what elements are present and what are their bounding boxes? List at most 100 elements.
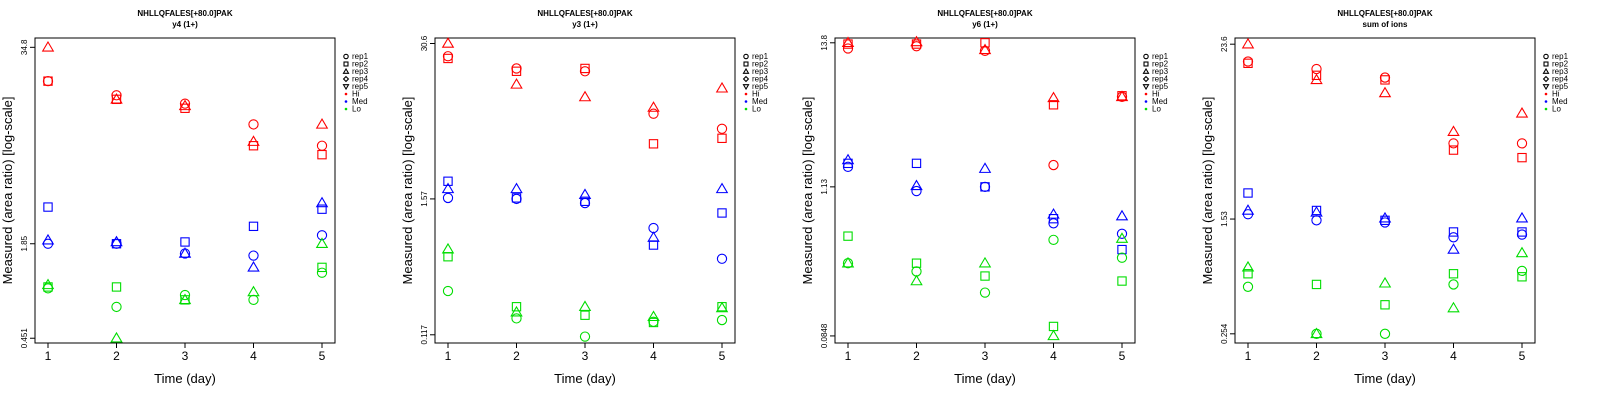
data-point-hi-rep3 <box>978 43 992 55</box>
data-point-med-rep2 <box>717 208 727 218</box>
data-point-hi-rep1 <box>716 123 728 134</box>
data-point-lo-rep2 <box>648 317 659 328</box>
data-point-med-rep2 <box>43 202 53 212</box>
data-point-hi-rep3 <box>1515 106 1529 118</box>
legend-label: rep5 <box>752 82 769 91</box>
data-point-hi-rep2 <box>648 139 659 149</box>
data-point-lo-rep1 <box>579 331 591 342</box>
chart-subtitle: sum of ions <box>1363 20 1408 29</box>
x-tick-label: 1 <box>845 349 852 363</box>
data-point-hi-rep3 <box>178 99 192 111</box>
data-point-lo-rep3 <box>978 256 992 268</box>
legend-label: rep3 <box>752 67 769 76</box>
legend-symbol-rep1 <box>343 53 349 60</box>
data-point-hi-rep3 <box>715 81 729 93</box>
data-point-med-rep2 <box>980 182 990 192</box>
data-point-lo-rep2 <box>1517 272 1527 282</box>
data-point-hi-rep1 <box>1516 138 1528 149</box>
data-point-med-rep2 <box>1517 227 1527 237</box>
data-point-lo-rep3 <box>1115 232 1129 243</box>
y-tick-label: 0.451 <box>20 328 29 349</box>
x-axis-label: Time (day) <box>954 371 1016 386</box>
data-point-med-rep1 <box>1116 228 1128 239</box>
data-point-med-rep2 <box>1117 244 1127 255</box>
data-point-lo-rep2 <box>580 310 590 320</box>
data-point-hi-rep1 <box>248 119 259 130</box>
chart-title: NHLLQFALES[+80.0]PAK <box>537 9 632 18</box>
data-point-lo-rep1 <box>248 294 259 306</box>
data-point-hi-rep1 <box>648 108 659 119</box>
legend-label: rep2 <box>752 60 769 69</box>
legend-symbol-rep2 <box>1543 61 1549 67</box>
data-point-hi-rep1 <box>42 75 54 87</box>
legend-label: rep3 <box>1152 67 1169 76</box>
data-point-med-rep3 <box>715 182 729 194</box>
data-point-lo-rep1 <box>716 314 728 326</box>
data-point-lo-rep1 <box>111 301 122 313</box>
legend-symbol-rep1 <box>1543 53 1549 60</box>
plot-frame <box>34 37 336 344</box>
legend-symbol-rep3 <box>742 67 750 74</box>
data-point-hi-rep2 <box>717 133 727 143</box>
data-point-lo-rep2 <box>1117 276 1127 286</box>
data-point-med-rep3 <box>441 182 455 194</box>
data-point-lo-rep2 <box>317 262 327 273</box>
data-point-hi-rep3 <box>41 40 55 52</box>
data-point-med-rep1 <box>442 192 454 204</box>
data-point-med-rep3 <box>841 153 855 165</box>
data-point-hi-rep1 <box>442 51 454 62</box>
data-point-hi-rep3 <box>315 118 329 129</box>
legend-label: Lo <box>752 105 761 114</box>
legend-label: Lo <box>352 105 361 114</box>
x-axis-label: Time (day) <box>1354 371 1416 386</box>
data-point-med-rep3 <box>1310 205 1323 217</box>
legend-symbol-rep5 <box>1542 84 1550 91</box>
data-point-lo-rep2 <box>980 271 990 281</box>
data-point-med-rep1 <box>111 238 122 249</box>
chart-title: NHLLQFALES[+80.0]PAK <box>937 9 1032 18</box>
x-tick-label: 3 <box>182 349 189 363</box>
x-tick-label: 5 <box>319 349 326 363</box>
legend-label: rep1 <box>352 52 369 61</box>
x-tick-label: 3 <box>1382 349 1389 363</box>
legend-dot-lo <box>1544 107 1548 111</box>
data-point-hi-rep2 <box>1517 152 1527 163</box>
legend-dot-med <box>744 100 748 103</box>
data-point-med-rep2 <box>180 237 190 247</box>
data-point-med-rep3 <box>178 247 192 258</box>
data-point-hi-rep2 <box>1380 75 1390 85</box>
legend-symbol-rep2 <box>1143 61 1149 67</box>
data-point-lo-rep3 <box>1241 260 1255 272</box>
x-tick-label: 1 <box>1245 349 1252 363</box>
legend-symbol-rep4 <box>742 75 750 83</box>
legend-symbol-rep3 <box>1542 67 1550 74</box>
legend-symbol-rep5 <box>742 84 750 91</box>
data-point-lo-rep2 <box>1448 269 1459 279</box>
data-point-hi-rep2 <box>443 53 453 64</box>
legend-label: rep1 <box>1152 52 1169 61</box>
data-point-med-rep1 <box>716 253 728 264</box>
x-tick-label: 2 <box>113 349 120 363</box>
legend-label: rep5 <box>1152 82 1169 91</box>
data-point-lo-rep2 <box>1048 321 1059 332</box>
data-point-lo-rep2 <box>843 231 853 241</box>
data-point-hi-rep1 <box>979 45 991 56</box>
data-point-lo-rep3 <box>1047 329 1060 341</box>
data-point-lo-rep3 <box>178 293 192 305</box>
data-point-hi-rep1 <box>1311 63 1322 75</box>
data-point-hi-rep2 <box>1243 58 1253 68</box>
y-axis-label: Measured (area ratio) [log-scale] <box>1200 97 1215 285</box>
legend-label: Med <box>752 97 768 106</box>
data-point-lo-rep1 <box>179 289 191 301</box>
legend-symbol-rep5 <box>342 84 350 91</box>
data-point-lo-rep3 <box>841 256 855 268</box>
data-point-hi-rep3 <box>1447 125 1460 136</box>
data-point-hi-rep3 <box>247 135 260 146</box>
data-point-hi-rep1 <box>1048 159 1059 171</box>
legend-label: Med <box>1152 97 1168 106</box>
legend-symbol-rep2 <box>743 61 749 67</box>
legend-symbol-rep5 <box>1142 84 1150 91</box>
x-tick-label: 4 <box>250 349 257 363</box>
data-point-hi-rep2 <box>317 149 327 160</box>
data-point-hi-rep3 <box>1115 90 1129 102</box>
